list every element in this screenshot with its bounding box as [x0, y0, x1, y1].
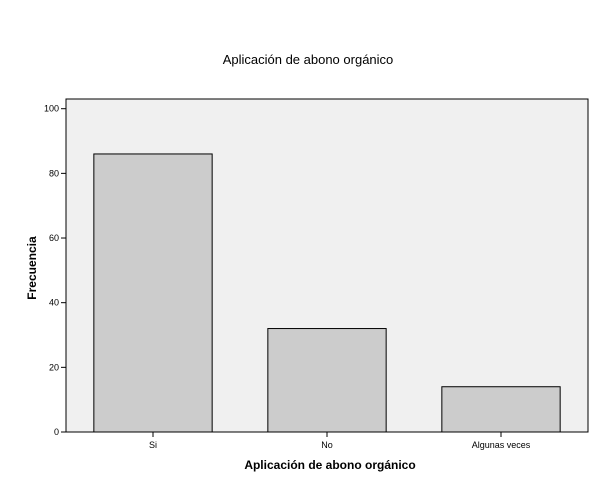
x-axis: Si No Algunas veces — [149, 432, 531, 450]
x-tick-label: Algunas veces — [472, 440, 531, 450]
x-tick-label: No — [321, 440, 333, 450]
bar — [441, 386, 561, 433]
y-tick-label: 40 — [49, 298, 59, 308]
y-axis: 0 20 40 60 80 100 — [44, 104, 66, 437]
y-tick-label: 80 — [49, 168, 59, 178]
chart-title: Aplicación de abono orgánico — [223, 52, 394, 67]
y-tick-label: 60 — [49, 233, 59, 243]
x-axis-title: Aplicación de abono orgánico — [244, 458, 415, 472]
y-axis-title: Frecuencia — [25, 236, 39, 300]
x-tick-label: Si — [149, 440, 157, 450]
bars — [93, 153, 561, 433]
bar — [267, 328, 387, 433]
y-tick-label: 20 — [49, 362, 59, 372]
y-tick-label: 100 — [44, 104, 59, 114]
bar — [93, 153, 213, 433]
y-tick-label: 0 — [54, 427, 59, 437]
